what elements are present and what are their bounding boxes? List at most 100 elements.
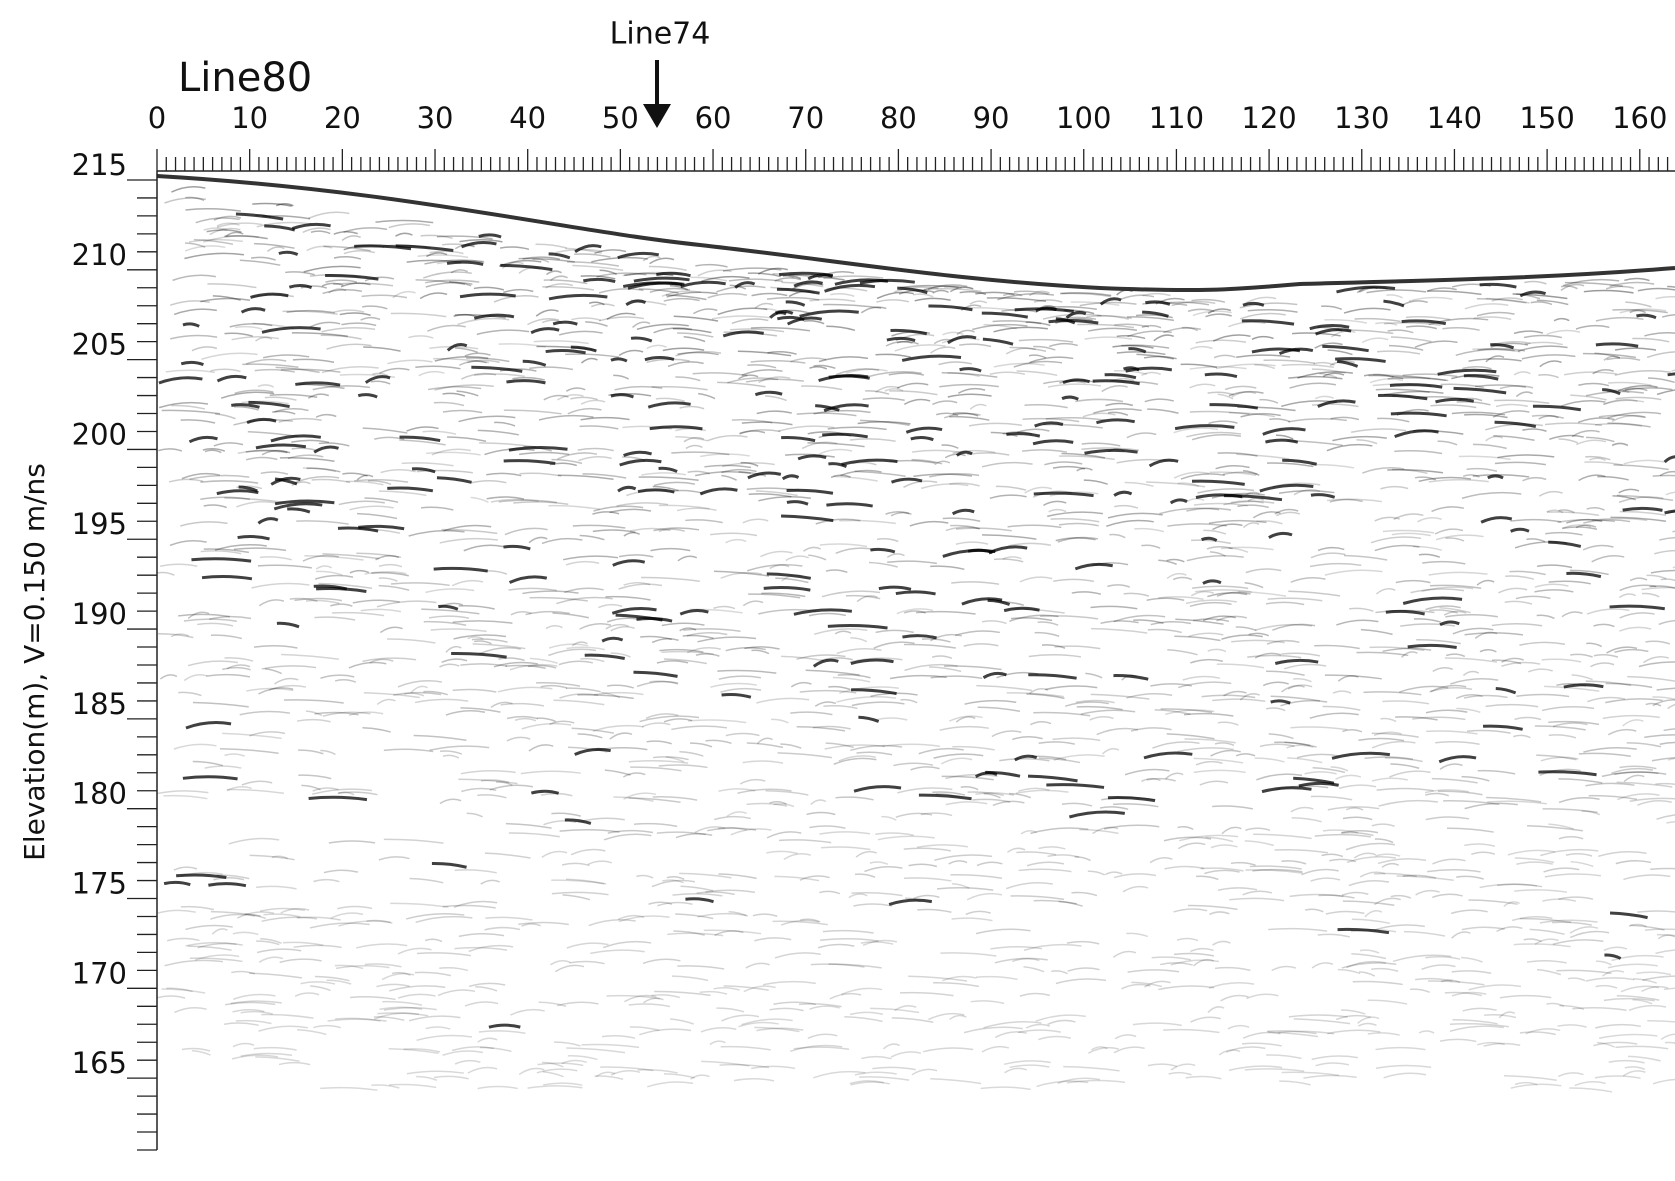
reflection [1045,417,1106,421]
reflection [1172,576,1193,581]
reflection [431,862,467,869]
reflection [1482,724,1523,731]
reflection [1666,821,1675,824]
reflection [1242,1031,1281,1039]
reflection [1611,442,1629,447]
reflection [1529,928,1565,935]
reflection [1317,546,1345,552]
reflection [438,602,463,609]
reflection [1463,374,1499,381]
reflection [485,570,508,575]
reflection [599,269,617,275]
reflection [929,633,962,642]
reflection [1623,874,1671,881]
reflection [721,468,757,474]
reflection [1443,800,1500,806]
reflection [1350,428,1407,434]
reflection [1544,685,1600,692]
reflection [610,1070,641,1076]
reflection [1016,851,1057,856]
reflection [157,995,186,999]
reflection [793,1046,850,1051]
reflection [157,790,209,795]
reflection [209,615,252,620]
reflection [1644,734,1675,739]
reflection [1630,924,1665,931]
reflection [944,665,1002,671]
reflection [320,334,362,340]
reflection [1511,916,1553,922]
reflection [333,231,358,235]
reflection [1263,359,1316,364]
reflection [903,398,931,406]
reflection [1047,511,1104,518]
reflection [1534,583,1569,588]
reflection [891,1017,934,1023]
reflection [1456,400,1491,406]
reflection [210,913,256,920]
reflection [819,831,871,835]
reflection [1287,440,1343,447]
reflection [882,743,941,748]
reflection [972,323,1028,331]
reflection [1571,674,1593,681]
reflection [1176,937,1199,942]
reflection [529,366,574,371]
reflection [1372,374,1431,380]
reflection [812,658,839,668]
reflection [408,1015,461,1022]
reflection [1384,322,1441,327]
reflection [671,451,730,456]
reflection [1221,634,1263,640]
reflection [733,1078,775,1082]
reflection [916,844,969,849]
reflection [995,600,1024,606]
reflection [460,770,516,775]
reflection [1022,449,1068,453]
reflection [233,547,287,552]
x-tick-label: 130 [1334,101,1389,135]
reflection [725,732,760,737]
reflection [1146,777,1176,782]
reflection [622,425,672,430]
reflection [1314,395,1335,400]
reflection [658,466,678,473]
reflection [1041,644,1066,649]
reflection [1218,1049,1241,1056]
reflection [571,317,602,321]
reflection [598,603,623,609]
reflection [885,511,910,515]
reflection [703,929,762,935]
reflection [1044,461,1083,466]
reflection [737,788,792,794]
reflection [530,789,560,795]
reflection [266,246,285,252]
reflection [644,356,675,362]
reflection [1552,722,1588,728]
reflection [484,852,531,859]
reflection [1036,1080,1089,1088]
reflection [952,449,996,454]
reflection [1237,590,1287,597]
reflection [1375,1046,1426,1051]
reflection [543,1082,583,1086]
reflection [378,563,403,568]
reflection [828,462,848,469]
reflection [1589,457,1606,461]
reflection [1432,893,1463,899]
reflection [1583,289,1634,294]
reflection [994,1031,1027,1039]
reflection [296,916,341,921]
reflection [1450,909,1488,915]
reflection [416,469,473,474]
reflection [1603,946,1628,952]
reflection [819,448,853,455]
annotation-arrowhead [643,104,671,128]
reflection [390,902,449,908]
reflection [508,445,568,452]
reflection [473,313,515,320]
reflection [975,975,1018,981]
reflection [824,744,885,750]
reflection [1096,727,1139,736]
reflection [1048,319,1099,325]
